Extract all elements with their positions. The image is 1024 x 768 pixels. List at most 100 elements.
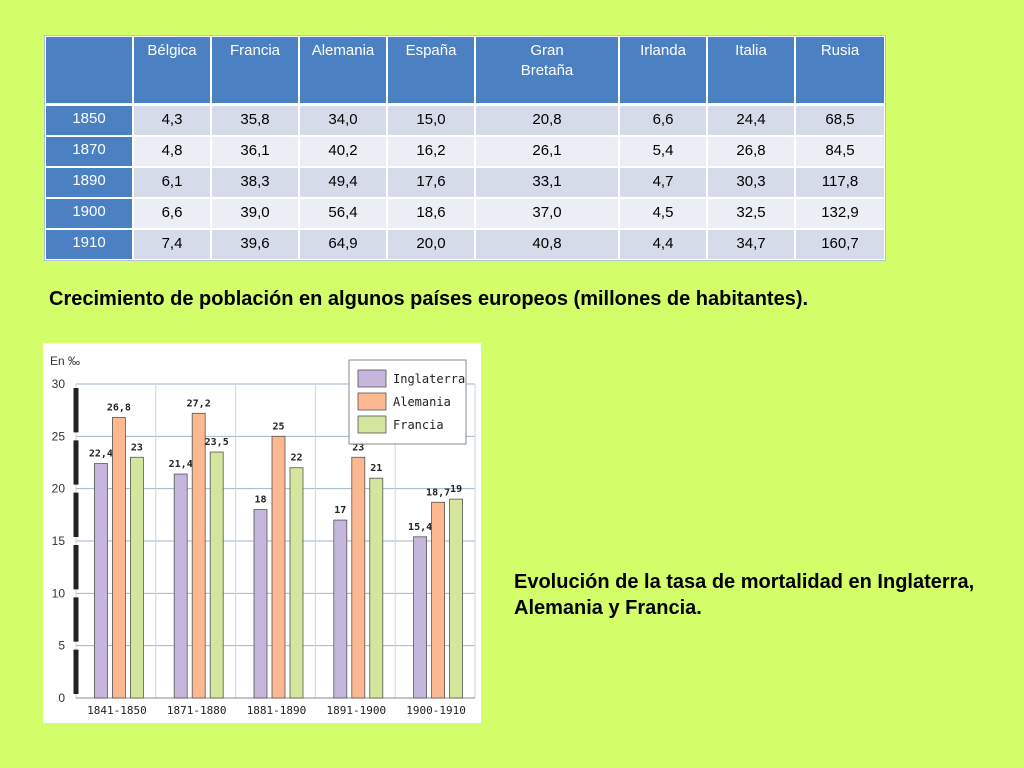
bar-francia — [209, 451, 224, 699]
table-cell: 160,7 — [795, 229, 885, 260]
header-cell: Alemania — [299, 36, 387, 105]
legend-swatch-francia — [357, 415, 387, 434]
table-row: 1910 7,4 39,6 64,9 20,0 40,8 4,4 34,7 160,7 — [45, 229, 885, 260]
table-cell: 4,4 — [619, 229, 707, 260]
bar-alemania — [112, 417, 126, 699]
y-tick-label: 30 — [52, 377, 66, 391]
y-tick-label: 20 — [52, 482, 66, 496]
x-tick-label: 1871-1880 — [167, 704, 227, 717]
bar-inglaterra — [94, 463, 108, 699]
table-cell: 16,2 — [387, 136, 475, 167]
table-body: 1850 4,3 35,8 34,0 15,0 20,8 6,6 24,4 68,5 1870 4,… — [45, 105, 885, 260]
table-cell: 36,1 — [211, 136, 299, 167]
data-label: 21 — [370, 463, 382, 474]
bar-francia — [130, 456, 144, 699]
data-label: 22,4 — [89, 449, 113, 460]
data-label: 15,4 — [408, 522, 432, 533]
table-cell: 20,8 — [475, 105, 619, 136]
data-label: 18,7 — [426, 487, 450, 498]
header-cell: Gran Bretaña — [475, 36, 619, 105]
table-row: 1890 6,1 38,3 49,4 17,6 33,1 4,7 30,3 117,8 — [45, 167, 885, 198]
table-cell: 26,1 — [475, 136, 619, 167]
data-label: 21,4 — [169, 459, 193, 470]
table-cell: 18,6 — [387, 198, 475, 229]
table-cell: 4,3 — [133, 105, 211, 136]
header-cell: Italia — [707, 36, 795, 105]
table-cell: 7,4 — [133, 229, 211, 260]
table-header-row: Bélgica Francia Alemania España Gran Bre… — [45, 36, 885, 105]
table-cell: 37,0 — [475, 198, 619, 229]
bar-francia — [449, 498, 464, 699]
header-cell — [45, 36, 133, 105]
table-cell: 49,4 — [299, 167, 387, 198]
bar-inglaterra — [333, 519, 348, 699]
y-tick-label: 10 — [52, 586, 66, 600]
table-cell: 6,1 — [133, 167, 211, 198]
x-tick-label: 1881-1890 — [247, 704, 307, 717]
legend-label: Francia — [393, 418, 444, 432]
table-cell: 117,8 — [795, 167, 885, 198]
table-cell: 39,0 — [211, 198, 299, 229]
table-cell: 39,6 — [211, 229, 299, 260]
table-cell: 35,8 — [211, 105, 299, 136]
y-axis-unit-label: En ‰ — [50, 354, 80, 368]
row-year-cell: 1890 — [45, 167, 133, 198]
x-tick-label: 1891-1900 — [326, 704, 386, 717]
header-cell: Irlanda — [619, 36, 707, 105]
bar-alemania — [431, 501, 446, 699]
mortality-chart: 0 5 10 15 20 25 30 En ‰ 22,4 26,8 23 1841-1850 21,4 2… — [43, 343, 481, 723]
y-tick-label: 25 — [52, 429, 66, 443]
header-cell: España — [387, 36, 475, 105]
bar-alemania — [191, 412, 206, 699]
row-year-cell: 1900 — [45, 198, 133, 229]
header-cell: Francia — [211, 36, 299, 105]
legend-swatch-inglaterra — [357, 369, 387, 388]
bar-alemania — [351, 456, 366, 699]
table-row: 1850 4,3 35,8 34,0 15,0 20,8 6,6 24,4 68,5 — [45, 105, 885, 136]
data-label: 27,2 — [187, 398, 211, 409]
row-year-cell: 1870 — [45, 136, 133, 167]
bar-inglaterra — [413, 536, 428, 699]
data-label: 17 — [334, 505, 346, 516]
y-tick-label: 15 — [52, 534, 66, 548]
data-label: 25 — [272, 421, 284, 432]
bar-francia — [369, 477, 384, 699]
table-cell: 4,8 — [133, 136, 211, 167]
table-cell: 4,5 — [619, 198, 707, 229]
header-cell: Bélgica — [133, 36, 211, 105]
table-cell: 33,1 — [475, 167, 619, 198]
table-cell: 56,4 — [299, 198, 387, 229]
table-cell: 38,3 — [211, 167, 299, 198]
population-table: Bélgica Francia Alemania España Gran Bre… — [44, 35, 886, 261]
table-cell: 68,5 — [795, 105, 885, 136]
row-year-cell: 1910 — [45, 229, 133, 260]
table-cell: 40,8 — [475, 229, 619, 260]
table-cell: 20,0 — [387, 229, 475, 260]
table-cell: 64,9 — [299, 229, 387, 260]
data-label: 23,5 — [205, 437, 229, 448]
bar-francia — [289, 467, 304, 699]
bar-inglaterra — [253, 509, 268, 699]
table-cell: 26,8 — [707, 136, 795, 167]
data-label: 26,8 — [107, 402, 131, 413]
table-cell: 34,7 — [707, 229, 795, 260]
x-tick-label: 1900-1910 — [406, 704, 466, 717]
chart-caption: Evolución de la tasa de mortalidad en In… — [514, 571, 975, 619]
x-tick-label: 1841-1850 — [87, 704, 147, 717]
data-label: 22 — [290, 453, 302, 464]
table-cell: 24,4 — [707, 105, 795, 136]
legend-label: Inglaterra — [393, 372, 465, 386]
table-cell: 4,7 — [619, 167, 707, 198]
data-label: 23 — [131, 442, 143, 453]
y-tick-label: 5 — [58, 639, 65, 653]
table-cell: 30,3 — [707, 167, 795, 198]
table-row: 1900 6,6 39,0 56,4 18,6 37,0 4,5 32,5 132,9 — [45, 198, 885, 229]
table-cell: 40,2 — [299, 136, 387, 167]
bar-alemania — [271, 435, 286, 699]
table-cell: 6,6 — [619, 105, 707, 136]
bar-inglaterra — [173, 473, 188, 699]
table-cell: 15,0 — [387, 105, 475, 136]
table-cell: 5,4 — [619, 136, 707, 167]
table-cell: 6,6 — [133, 198, 211, 229]
table-caption: Crecimiento de población en algunos país… — [49, 288, 809, 310]
